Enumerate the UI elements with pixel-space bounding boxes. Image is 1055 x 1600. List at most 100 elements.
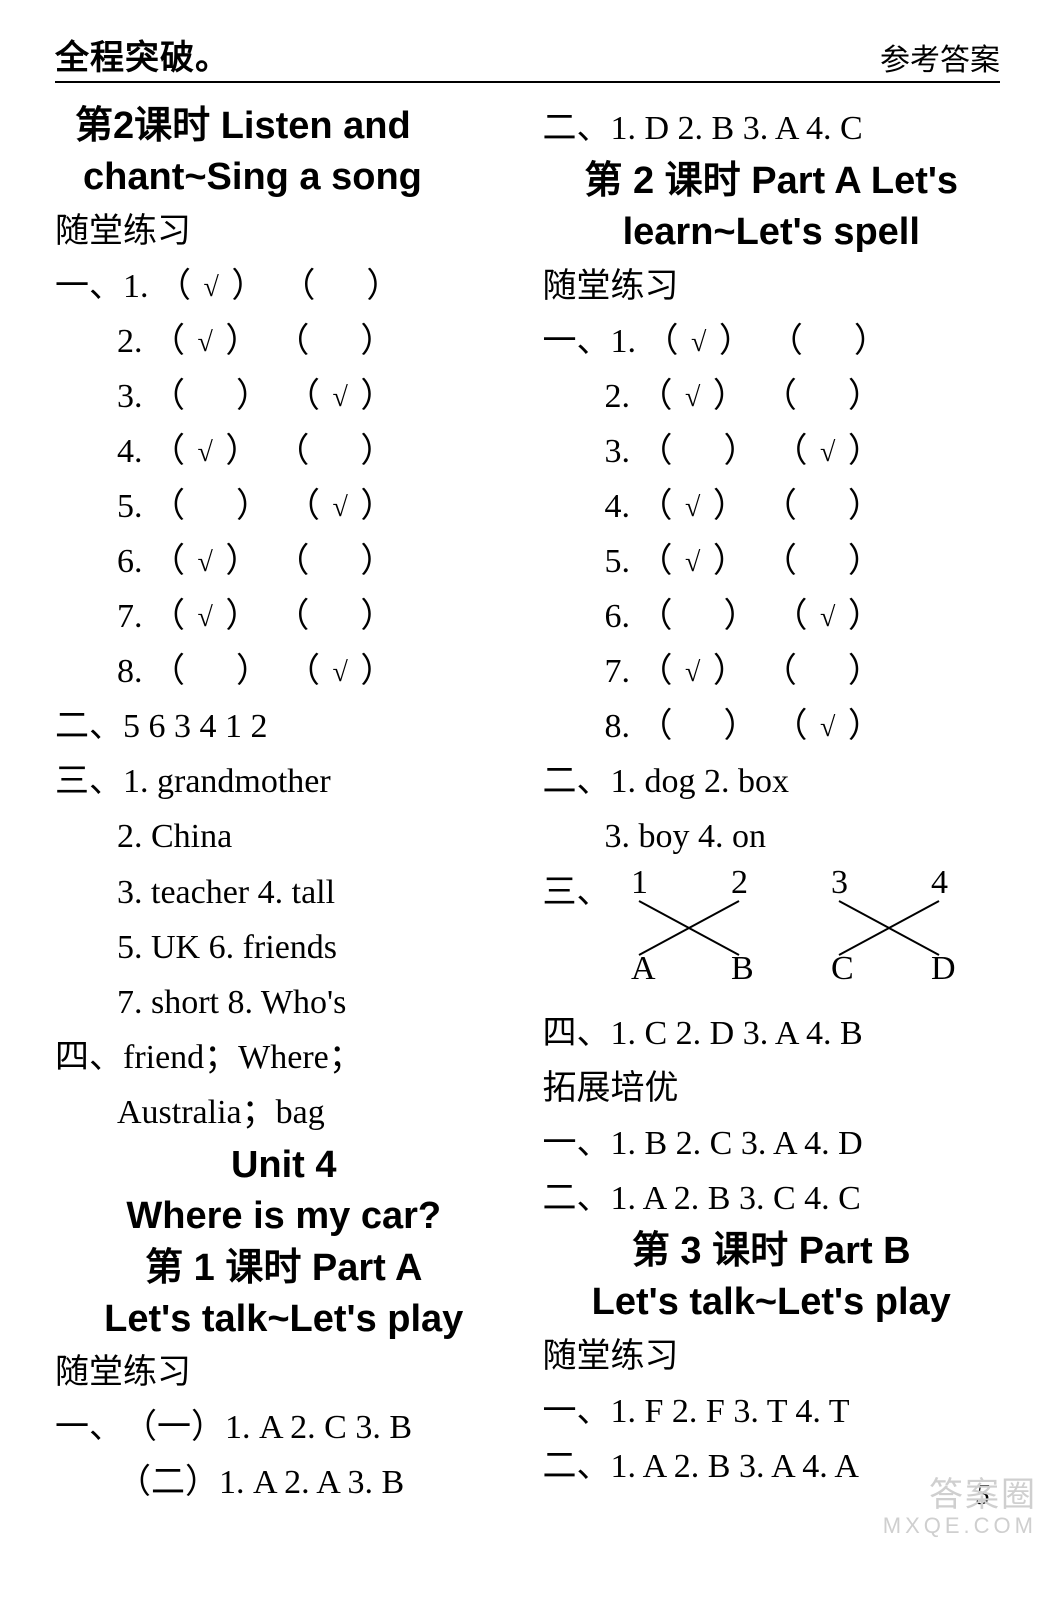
item-num: 5. [605,543,631,580]
paren-a: （ √ ） [639,543,749,580]
lesson-heading-2: Let's talk~Let's play [543,1277,1001,1328]
section-1-first-row: 一、1. （ √ ）（ ） [55,259,513,314]
section-num: 二、 [543,754,611,809]
watermark: 答案圈 MXQE.COM [883,1477,1037,1539]
section-4-first: 四、friend；Where； [55,1030,513,1085]
item-num: 4. [117,433,143,470]
paren-b: （ √ ） [774,598,884,635]
answer-text: 1. grandmother [123,763,331,800]
check-row: 4. （ √ ） （ ） [543,479,1001,534]
answer-text: 7. short 8. Who's [55,975,513,1030]
practice-label: 随堂练习 [543,259,1001,314]
answer-text: 5. UK 6. friends [55,920,513,975]
brand-title: 全程突破。 [55,30,230,79]
section-1-first-row: 一、1. （ √ ）（ ） [543,314,1001,369]
item-num: 2. [117,323,143,360]
paren-a: （ ） [639,708,760,745]
answer-text: friend；Where； [123,1039,363,1076]
paren-b: （ √ ） [774,708,884,745]
item-num: 1. [123,268,149,305]
check-row: 5. （ √ ）（ ） [543,534,1001,589]
lesson-heading: 第 3 课时 Part B [543,1226,1001,1277]
check-row: 7. （ √ ）（ ） [55,589,513,644]
watermark-en: MXQE.COM [883,1514,1037,1538]
svg-text:2: 2 [731,867,748,901]
answer-text: Australia；bag [55,1085,513,1140]
check-row: 4. （ √ ）（ ） [55,424,513,479]
ext-1-row: 一、1. B 2. C 3. A 4. D [543,1116,1001,1171]
paren-a: （ √ ） [151,598,261,635]
item-num: 4. [605,488,631,525]
lesson-heading: 第 1 课时 Part A [55,1243,513,1294]
paren-b: （ ） [275,323,396,360]
page: 全程突破。 参考答案 第2课时 Listen and chant~Sing a … [0,0,1055,1550]
answer-text: 1. F 2. F 3. T 4. T [611,1393,850,1430]
paren-b: （ ） [763,653,884,690]
svg-text:A: A [631,950,656,987]
check-row: 2. （ √ ）（ ） [543,369,1001,424]
svg-text:C: C [831,950,854,987]
paren-b: （ √ ） [286,653,396,690]
practice-label: 随堂练习 [55,204,513,259]
answer-text: 1. A 2. B 3. C 4. C [611,1180,861,1217]
check-row: 7. （ √ ） （ ） [543,644,1001,699]
paren-a: （ ） [151,378,272,415]
answer-text: 3. teacher 4. tall [55,865,513,920]
answer-text: 1. D 2. B 3. A 4. C [611,110,863,147]
ext-2-row: 二、1. A 2. B 3. C 4. C [543,1171,1001,1226]
section-num: 二、 [543,1171,611,1226]
section-2b-first: 二、1. dog 2. box [543,754,1001,809]
section-num: 一、 [543,1116,611,1171]
matching-diagram: 1234ABCD [611,867,981,1004]
paren-a: （ ） [639,433,760,470]
left-column: 第2课时 Listen and chant~Sing a song 随堂练习 一… [55,101,513,1510]
answer-text: 1. B 2. C 3. A 4. D [611,1125,863,1162]
columns: 第2课时 Listen and chant~Sing a song 随堂练习 一… [55,101,1000,1510]
section-num: 一、 [55,259,123,314]
paren-b: （ ） [769,323,890,360]
item-num: 3. [117,378,143,415]
answer-text: 3. boy 4. on [543,809,1001,864]
section-3-first: 三、1. grandmother [55,754,513,809]
item-num: 1. [611,323,637,360]
section-1-rest: 2. （ √ ）（ ）3. （ ）（ √ ）4. （ √ ）（ ）5. （ ）（… [55,314,513,700]
lesson-heading-2: chant~Sing a song [55,152,513,203]
section-1-rest: 2. （ √ ）（ ）3. （ ）（ √ ）4. （ √ ）（ ）5. （ √ … [543,369,1001,755]
svg-text:3: 3 [831,867,848,901]
answer-text: 1. A 2. B 3. A 4. A [611,1448,859,1485]
section-1b-first: 一、（一）1. A 2. C 3. B [55,1400,513,1455]
item-num: 7. [605,653,631,690]
section-num: 一、 [543,1384,611,1439]
lesson-heading-2: Let's talk~Let's play [55,1294,513,1345]
lesson-heading: 第 2 课时 Part A Let's [543,156,1001,207]
item-num: 8. [117,653,143,690]
check-row: 8. （ ）（ √ ） [55,644,513,699]
unit-title: Unit 4 [55,1140,513,1191]
section-num: 三、 [55,754,123,809]
check-row: 3. （ ）（ √ ） [55,369,513,424]
check-row: 6. （ √ ）（ ） [55,534,513,589]
paren-a: （ √ ） [157,268,267,305]
section-num: 二、 [55,699,123,754]
item-num: 6. [117,543,143,580]
practice-label: 随堂练习 [543,1329,1001,1384]
check-row: 8. （ ） （ √ ） [543,699,1001,754]
answer-text: 5 6 3 4 1 2 [123,708,268,745]
paren-a: （ ） [151,488,272,525]
svg-text:D: D [931,950,956,987]
paren-b: （ ） [763,488,884,525]
check-row: 3. （ ）（ √ ） [543,424,1001,479]
check-row: 6. （ ）（ √ ） [543,589,1001,644]
paren-b: （ √ ） [286,488,396,525]
paren-a: （ √ ） [639,488,749,525]
item-num: 8. [605,708,631,745]
s2-sec1-row: 一、1. F 2. F 3. T 4. T [543,1384,1001,1439]
answer-text: 1. dog 2. box [611,763,790,800]
paren-a: （ √ ） [639,653,749,690]
item-num: 6. [605,598,631,635]
section-num: 三、 [543,865,611,920]
paren-b: （ ） [763,378,884,415]
matching-svg: 1234ABCD [611,867,981,987]
item-num: 3. [605,433,631,470]
answer-text: 2. China [55,809,513,864]
